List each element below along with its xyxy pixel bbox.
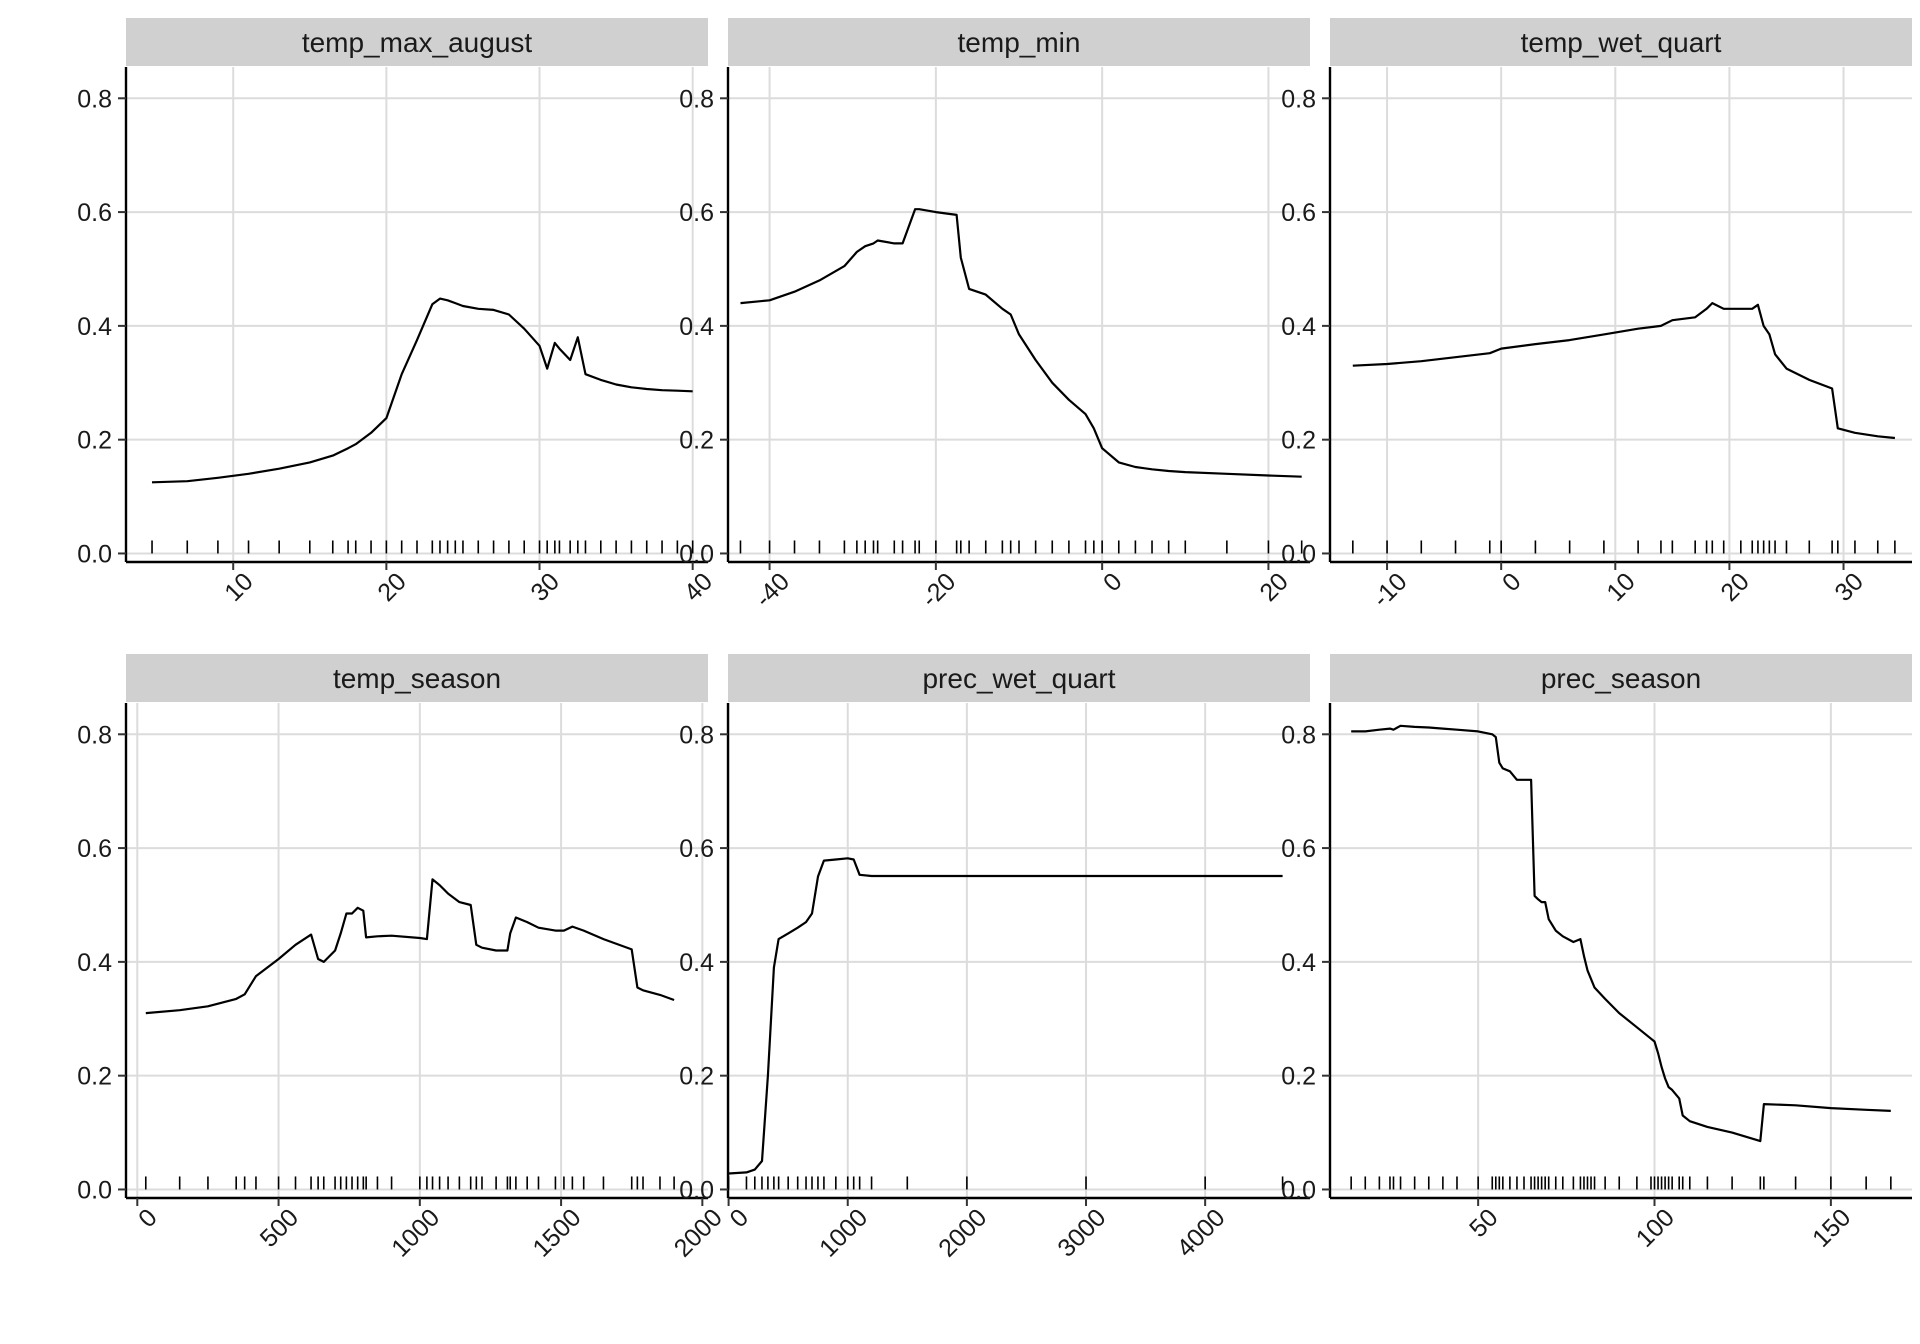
rug [1350,1176,1892,1190]
facet-panel: temp_wet_quart 0.0 0.2 0.4 0.6 0.8 -10 0 10 20 30 [1281,18,1912,613]
x-tick-label: -40 [750,568,795,613]
y-tick-label: 0.6 [679,199,714,227]
y-tick-label: 0.6 [1281,835,1316,863]
facet-panel: temp_min 0.0 0.2 0.4 0.6 0.8 -40 -20 0 20 [679,18,1310,613]
pdp-line [1351,724,1891,1143]
y-tick-label: 0.4 [77,949,112,977]
y-tick-label: 0.0 [77,540,112,568]
y-tick-label: 0.6 [679,835,714,863]
facet-strip [126,18,708,66]
y-tick-label: 0.8 [1281,85,1316,113]
x-tick-label: 10 [1601,568,1640,607]
facet-title: temp_wet_quart [1521,27,1722,58]
x-tick-label: 3000 [1052,1204,1111,1263]
y-tick-label: 0.8 [77,85,112,113]
y-tick-label: 0.2 [1281,427,1316,455]
facet-strip [728,654,1310,702]
x-tick-label: 2000 [933,1204,992,1263]
x-tick-label: 0 [1497,568,1527,598]
facet-title: temp_max_august [302,27,533,58]
x-tick-label: 1500 [527,1204,586,1263]
facet-title: temp_min [958,27,1081,58]
y-tick-label: 0.8 [679,721,714,749]
y-tick-label: 0.8 [77,721,112,749]
facet-strip [728,18,1310,66]
y-tick-label: 0.4 [679,949,714,977]
y-tick-label: 0.2 [1281,1063,1316,1091]
x-tick-label: 20 [1715,568,1754,607]
x-tick-label: 20 [1254,567,1293,606]
y-tick-label: 0.4 [1281,313,1316,341]
rug [1352,540,1896,554]
y-tick-label: 0.6 [77,835,112,863]
y-tick-label: 0.0 [679,540,714,568]
x-tick-label: 0 [133,1204,163,1234]
x-tick-label: 50 [1464,1203,1503,1242]
facet-panel: temp_max_august 0.0 0.2 0.4 0.6 0.8 10 20 30 40 [77,18,718,607]
y-tick-label: 0.4 [1281,949,1316,977]
y-tick-label: 0.2 [679,427,714,455]
pdp-line [151,297,693,484]
x-tick-label: 0 [1098,567,1128,597]
facet-title: temp_season [333,663,501,694]
x-tick-label: 150 [1807,1204,1856,1253]
facet-panel: prec_season 0.0 0.2 0.4 0.6 0.8 50 100 150 [1281,654,1912,1253]
x-tick-label: 100 [1631,1204,1680,1253]
facet-title: prec_wet_quart [922,663,1115,694]
y-tick-label: 0.0 [1281,540,1316,568]
y-tick-label: 0.4 [679,313,714,341]
pdp-line [1352,302,1896,440]
x-tick-label: 1000 [814,1203,873,1262]
y-tick-label: 0.2 [679,1063,714,1091]
pdp-line [145,878,675,1015]
rug [151,540,694,554]
y-tick-label: 0.0 [1281,1176,1316,1204]
facet-strip [1330,18,1912,66]
y-tick-label: 0.6 [1281,199,1316,227]
x-tick-label: 30 [1830,567,1869,606]
facet-strip [126,654,708,702]
rug [739,540,1303,554]
pdp-line [728,857,1283,1175]
pdp-line [740,208,1302,478]
rug [727,1176,1284,1190]
x-tick-label: -10 [1367,568,1412,613]
y-tick-label: 0.8 [679,85,714,113]
x-tick-label: 2000 [669,1203,728,1262]
y-tick-label: 0.2 [77,1063,112,1091]
y-tick-label: 0.8 [1281,721,1316,749]
facet-strip [1330,654,1912,702]
facet-panel: prec_wet_quart 0.0 0.2 0.4 0.6 0.8 0 1000 2000 30… [679,654,1310,1263]
x-tick-label: 4000 [1171,1204,1230,1263]
x-tick-label: 500 [255,1204,304,1253]
y-tick-label: 0.6 [77,199,112,227]
y-tick-label: 0.0 [77,1176,112,1204]
x-tick-label: 20 [372,568,411,607]
facet-panel: temp_season 0.0 0.2 0.4 0.6 0.8 0 500 1000 1500 20… [77,654,728,1263]
x-tick-label: 0 [724,1204,754,1234]
x-tick-label: 1000 [386,1203,445,1262]
x-tick-label: -20 [916,568,961,613]
y-tick-label: 0.0 [679,1176,714,1204]
y-tick-label: 0.2 [77,427,112,455]
x-tick-label: 40 [679,568,718,607]
rug [144,1176,675,1190]
x-tick-label: 10 [219,568,258,607]
y-tick-label: 0.4 [77,313,112,341]
facet-title: prec_season [1541,663,1701,694]
x-tick-label: 30 [526,567,565,606]
